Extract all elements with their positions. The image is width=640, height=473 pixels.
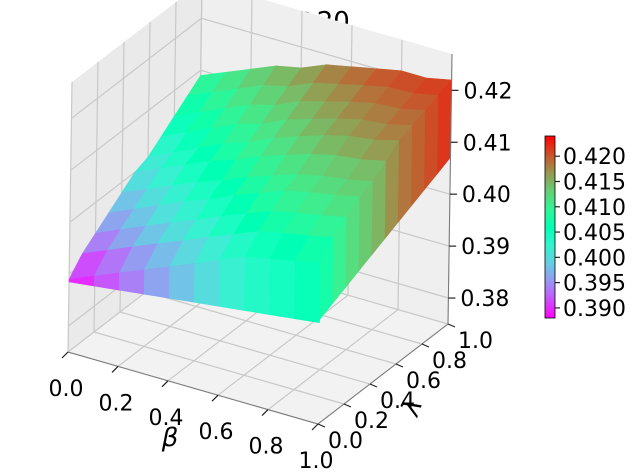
colorbar-tick-label: 0.400	[563, 246, 626, 271]
x-axis-line	[67, 351, 319, 425]
x-tick-label: 1.0	[299, 449, 334, 473]
x-tick	[211, 394, 219, 402]
z-tick-label: 0.38	[460, 287, 509, 312]
y-tick-label: 0.4	[380, 389, 415, 414]
x-tick-label: 0.4	[149, 406, 184, 431]
grid-line	[71, 17, 452, 119]
colorbar-tick-label: 0.395	[563, 272, 626, 297]
z-axis: 0.38 0.39 0.40 0.41 0.42	[447, 53, 512, 325]
z-tick-label: 0.39	[461, 235, 510, 260]
y-tick-label: 1.0	[458, 329, 493, 354]
colorbar-tick-label: 0.390	[563, 297, 626, 322]
y-tick	[395, 363, 404, 368]
y-tick	[447, 323, 456, 328]
x-tick-label: 0.8	[249, 435, 284, 460]
y-tick-label: 0.2	[354, 409, 389, 434]
colorbar-tick-label: 0.415	[563, 171, 626, 196]
y-tick-label: 0.6	[406, 369, 441, 394]
x-tick	[111, 365, 119, 373]
grid-line	[93, 61, 345, 405]
x-tick	[311, 423, 319, 431]
colorbar-bar	[544, 135, 556, 319]
surface-front-patch	[218, 256, 246, 311]
y-tick-label: 0.0	[328, 429, 363, 454]
surface-front-patch	[118, 269, 145, 295]
surface-front-patch	[244, 256, 271, 315]
surface-front-patch	[269, 258, 296, 320]
z-tick-label: 0.41	[463, 131, 512, 156]
grid-line	[119, 41, 371, 385]
z-axis-line	[447, 53, 453, 325]
x-tick	[61, 351, 69, 359]
surface-front-patch	[294, 260, 321, 324]
surface-front-patch	[168, 263, 196, 303]
x-tick-label: 0.6	[199, 420, 234, 445]
y-tick-label: 0.8	[432, 349, 467, 374]
z-tick-label: 0.40	[462, 183, 511, 208]
surface	[68, 64, 453, 324]
surface-front-patch	[193, 259, 221, 307]
y-tick	[421, 343, 430, 348]
y-tick	[369, 383, 378, 388]
y-axis-line	[317, 323, 449, 425]
colorbar-tick-label: 0.405	[563, 221, 626, 246]
y-axis: 0.00.20.40.60.81.0	[317, 323, 493, 454]
x-tick	[161, 380, 169, 388]
x-axis: 0.0 0.2 0.4 0.6 0.8 1.0	[49, 351, 334, 473]
x-tick-label: 0.2	[99, 391, 134, 416]
z-tick-label: 0.42	[463, 79, 512, 104]
colorbar-tick-label: 0.420	[563, 145, 626, 170]
x-tick	[261, 409, 269, 417]
colorbar-tick-label: 0.410	[563, 196, 626, 221]
y-tick	[317, 423, 326, 428]
surface-front-patch	[143, 266, 171, 299]
x-axis-label: β	[161, 423, 179, 453]
y-tick	[343, 403, 352, 408]
x-tick-label: 0.0	[49, 377, 84, 402]
